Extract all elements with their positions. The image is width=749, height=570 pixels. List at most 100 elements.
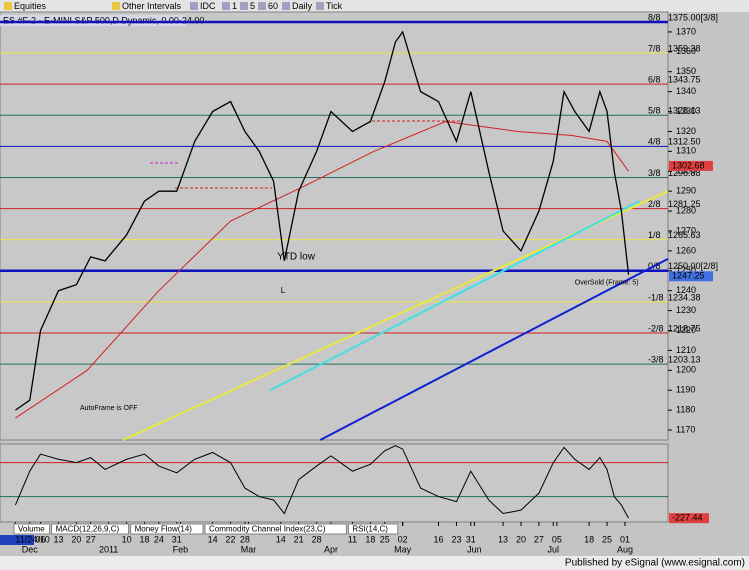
x-tick-label: 13 (53, 534, 63, 544)
x-tick-label: 27 (86, 534, 96, 544)
level-fraction: 1/8 (648, 230, 661, 240)
y-tick-label: 1230 (676, 305, 696, 315)
x-tick-label: 31 (466, 534, 476, 544)
toolbar-item[interactable]: IDC (200, 1, 216, 11)
y-tick-label: 1360 (676, 46, 696, 56)
x-tick-label: 20 (516, 534, 526, 544)
overlay-line (15, 120, 629, 419)
toolbar-item[interactable]: 1 (232, 1, 237, 11)
x-tick-label: 27 (534, 534, 544, 544)
x-tick-label: 11/24/10 (15, 534, 49, 544)
annotation: AutoFrame is OFF (80, 405, 138, 412)
level-price: 1281.25 (668, 199, 701, 209)
tab[interactable] (13, 523, 51, 535)
y-tick-label: 1320 (676, 126, 696, 136)
x-tick-label: 16 (434, 534, 444, 544)
x-tick-label: 18 (365, 534, 375, 544)
x-tick-label: 14 (208, 534, 218, 544)
y-tick-label: 1260 (676, 245, 696, 255)
y-tick-label: 1330 (676, 106, 696, 116)
x-tick-label: 06 (36, 534, 46, 544)
oscillator-line (14, 445, 629, 519)
month-label: May (394, 544, 412, 554)
level-price: 1375.00[3/8] (668, 12, 718, 22)
toolbar-item[interactable]: Daily (292, 1, 313, 11)
month-label: Apr (324, 544, 338, 554)
x-tick-label: 05 (552, 534, 562, 544)
level-price: 1265.63 (668, 230, 701, 240)
x-tick-label: 28 (240, 534, 250, 544)
annotation: YTD low (277, 251, 316, 262)
x-tick-label: 18 (139, 534, 149, 544)
overlay-line (269, 200, 640, 392)
y-tick-label: 1290 (676, 186, 696, 196)
oscillator-panel (0, 443, 669, 523)
month-label: Mar (241, 544, 257, 554)
tab-label[interactable]: Commodity Channel Index(23,C) (209, 525, 326, 534)
toolbar-item[interactable]: 60 (268, 1, 278, 11)
x-tick-label: 28 (312, 534, 322, 544)
y-tick-label: 1190 (676, 385, 695, 395)
chart-title: ES #F-2 - E-MINI S&P 500,D Dynamic, 0.00… (3, 15, 204, 25)
tab[interactable] (130, 523, 204, 535)
level-fraction: -2/8 (648, 323, 664, 333)
x-tick-label: 10 (122, 534, 132, 544)
tab[interactable] (204, 523, 347, 535)
price-marker-label: 1247.25 (672, 271, 705, 281)
level-price: 1203.13 (668, 354, 701, 364)
toolbar-item[interactable]: Tick (326, 1, 343, 11)
price-panel (0, 11, 669, 441)
price-line (15, 30, 630, 411)
tab-label[interactable]: Volume (18, 525, 45, 534)
price-marker (669, 160, 713, 171)
x-tick-label: 13 (498, 534, 508, 544)
tab[interactable] (51, 523, 130, 535)
level-price: 1218.75 (668, 323, 701, 333)
level-price: 1343.75 (668, 75, 701, 85)
x-tick-label: 25 (602, 534, 612, 544)
x-tick-label: 22 (226, 534, 236, 544)
oscillator-marker (669, 513, 709, 524)
month-label: Aug (617, 544, 633, 554)
x-tick-label: 02 (398, 534, 408, 544)
level-price: 1312.50 (668, 137, 701, 147)
level-fraction: 2/8 (648, 199, 661, 209)
month-label: Dec (22, 544, 39, 554)
level-fraction: 8/8 (648, 12, 661, 22)
level-fraction: 5/8 (648, 106, 661, 116)
title-bar (0, 15, 186, 26)
x-tick-label: 20 (71, 534, 81, 544)
level-fraction: 7/8 (648, 43, 661, 53)
level-price: 1296.88 (668, 168, 701, 178)
toolbar-icon (190, 2, 198, 10)
toolbar-item[interactable]: Equities (14, 1, 47, 11)
toolbar-icon (4, 2, 12, 10)
y-tick-label: 1220 (676, 325, 696, 335)
tab[interactable] (347, 523, 399, 535)
x-tick-label: 18 (584, 534, 594, 544)
x-tick-label: 11 (348, 534, 357, 544)
x-tick-label: 21 (294, 534, 304, 544)
tab-label[interactable]: MACD(12,26,9,C) (56, 525, 120, 534)
y-tick-label: 1170 (676, 424, 695, 434)
toolbar-icon (222, 2, 230, 10)
price-marker-label: 1302.68 (672, 160, 705, 170)
tab-label[interactable]: Money Flow(14) (135, 525, 193, 534)
overlay-line (319, 257, 669, 441)
x-tick-label: 31 (172, 534, 182, 544)
level-price: 1359.38 (668, 43, 701, 53)
tab-label[interactable]: RSI(14,C) (352, 525, 388, 534)
annotation: OverSold (Frame: 5) (575, 280, 639, 287)
y-tick-label: 1270 (676, 225, 696, 235)
y-tick-label: 1280 (676, 205, 696, 215)
footer: Published by eSignal (www.esignal.com) (565, 558, 745, 569)
level-price: 1234.38 (668, 292, 701, 302)
level-fraction: 4/8 (648, 137, 661, 147)
toolbar-item[interactable]: 5 (250, 1, 255, 11)
toolbar-item[interactable]: Other Intervals (122, 1, 182, 11)
x-tick-label: 25 (380, 534, 390, 544)
toolbar-icon (282, 2, 290, 10)
toolbar-icon (240, 2, 248, 10)
x-tick-label: 24 (154, 534, 164, 544)
